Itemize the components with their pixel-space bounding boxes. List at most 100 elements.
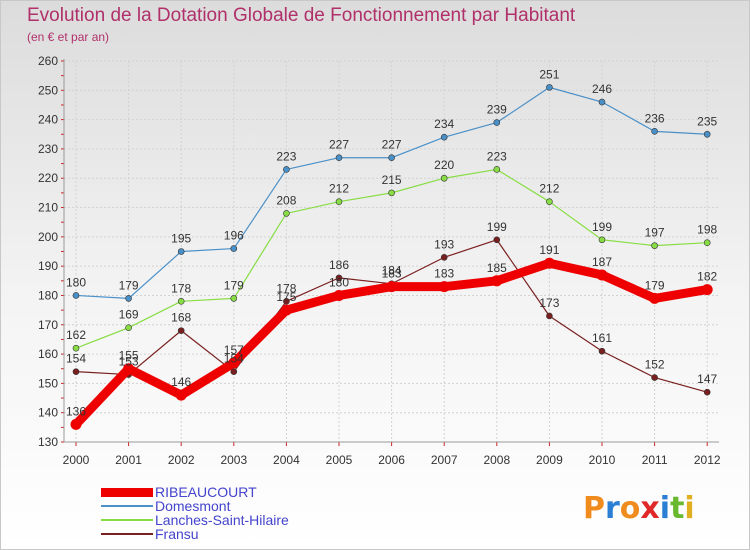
x-tick-label: 2001 <box>115 453 142 467</box>
data-point-domesmont <box>283 166 290 173</box>
data-point-domesmont <box>493 119 501 126</box>
chart-subtitle: (en € et par an) <box>27 30 110 44</box>
logo-letter: x <box>640 491 660 526</box>
legend-swatch <box>101 505 153 507</box>
data-point-domesmont <box>230 245 238 252</box>
data-label-lanches-saint-hilaire: 197 <box>645 226 665 240</box>
data-label-domesmont: 227 <box>382 138 402 152</box>
data-label-fransu: 173 <box>539 296 559 310</box>
data-point-fransu <box>440 254 448 261</box>
y-tick-label: 140 <box>38 406 58 420</box>
data-point-ribeaucourt <box>123 363 135 375</box>
data-point-domesmont <box>335 154 343 162</box>
data-label-domesmont: 180 <box>66 275 86 289</box>
data-point-ribeaucourt <box>386 281 398 293</box>
data-point-ribeaucourt <box>280 304 292 316</box>
data-label-lanches-saint-hilaire: 212 <box>539 182 559 196</box>
legend-swatch <box>101 533 153 535</box>
data-label-ribeaucourt: 191 <box>539 243 559 257</box>
chart-title: Evolution de la Dotation Globale de Fonc… <box>27 5 576 26</box>
data-label-ribeaucourt: 146 <box>171 375 191 389</box>
data-point-domesmont <box>72 292 80 299</box>
x-tick-label: 2010 <box>589 453 616 467</box>
y-tick-label: 150 <box>38 376 58 390</box>
y-tick-label: 250 <box>38 83 58 97</box>
data-label-lanches-saint-hilaire: 178 <box>171 281 191 295</box>
data-label-ribeaucourt: 182 <box>697 270 717 284</box>
data-point-ribeaucourt <box>70 418 82 430</box>
series-layer <box>70 84 713 430</box>
data-label-domesmont: 179 <box>119 278 139 292</box>
y-tick-label: 200 <box>38 230 58 244</box>
y-tick-label: 220 <box>38 171 58 185</box>
data-label-fransu: 154 <box>66 352 86 366</box>
y-tick-label: 190 <box>38 259 58 273</box>
x-tick-label: 2012 <box>694 453 721 467</box>
data-point-lanches-saint-hilaire <box>388 189 395 197</box>
data-point-ribeaucourt <box>649 292 661 304</box>
x-tick-label: 2003 <box>220 453 247 467</box>
data-label-domesmont: 236 <box>645 111 665 125</box>
data-label-domesmont: 251 <box>539 67 559 81</box>
data-label-domesmont: 195 <box>171 232 191 246</box>
data-point-fransu <box>546 312 553 320</box>
data-point-fransu <box>283 298 290 305</box>
data-point-lanches-saint-hilaire <box>703 239 711 247</box>
data-point-lanches-saint-hilaire <box>598 236 606 244</box>
data-label-fransu: 184 <box>382 264 402 278</box>
data-point-lanches-saint-hilaire <box>546 198 553 205</box>
data-label-fransu: 153 <box>119 355 139 369</box>
data-label-domesmont: 239 <box>487 103 507 117</box>
data-label-domesmont: 246 <box>592 82 612 96</box>
data-point-fransu <box>72 368 80 375</box>
data-point-ribeaucourt <box>438 281 450 293</box>
data-label-ribeaucourt: 179 <box>645 278 665 292</box>
data-point-fransu <box>598 347 606 355</box>
data-label-lanches-saint-hilaire: 220 <box>434 158 454 172</box>
data-point-ribeaucourt <box>596 269 608 281</box>
logo-letter: i <box>684 491 695 526</box>
data-label-domesmont: 235 <box>697 114 717 128</box>
data-label-fransu: 199 <box>487 220 507 234</box>
data-label-fransu: 154 <box>224 352 244 366</box>
data-point-lanches-saint-hilaire <box>230 295 238 302</box>
x-tick-label: 2005 <box>326 453 353 467</box>
data-point-ribeaucourt <box>491 275 503 287</box>
data-point-fransu <box>651 374 658 381</box>
logo-letter: r <box>605 491 620 526</box>
data-point-ribeaucourt <box>228 357 240 369</box>
data-label-lanches-saint-hilaire: 169 <box>119 308 139 322</box>
data-label-ribeaucourt: 183 <box>382 267 402 281</box>
data-label-fransu: 161 <box>592 331 612 345</box>
data-point-ribeaucourt <box>175 389 187 401</box>
data-point-lanches-saint-hilaire <box>125 324 132 332</box>
data-label-domesmont: 223 <box>276 149 296 163</box>
x-tick-label: 2006 <box>378 453 405 467</box>
legend-label: Fransu <box>155 526 199 542</box>
data-point-fransu <box>335 274 343 282</box>
data-label-ribeaucourt: 136 <box>66 404 86 418</box>
data-label-fransu: 168 <box>171 311 191 325</box>
data-point-lanches-saint-hilaire <box>335 198 343 205</box>
x-tick-label: 2000 <box>63 453 90 467</box>
data-point-lanches-saint-hilaire <box>72 344 80 352</box>
data-label-domesmont: 234 <box>434 117 454 131</box>
x-tick-label: 2007 <box>431 453 458 467</box>
logo-letter: o <box>619 491 641 526</box>
data-point-domesmont <box>125 295 132 302</box>
x-tick-label: 2011 <box>642 453 668 467</box>
data-label-ribeaucourt: 183 <box>434 267 454 281</box>
proxiti-logo: Proxiti <box>583 491 695 526</box>
data-label-lanches-saint-hilaire: 198 <box>697 223 717 237</box>
data-point-domesmont <box>598 98 606 106</box>
y-tick-label: 230 <box>38 142 58 156</box>
data-point-lanches-saint-hilaire <box>440 174 448 182</box>
data-point-fransu <box>703 388 711 396</box>
data-label-ribeaucourt: 175 <box>276 290 296 304</box>
data-point-ribeaucourt <box>543 257 555 269</box>
y-tick-label: 180 <box>38 288 58 302</box>
axes: 130 140 150 160 170 180 190 200 210 220 230 240 250 2… <box>38 54 721 467</box>
data-label-fransu: 152 <box>645 358 665 372</box>
x-tick-label: 2009 <box>536 453 563 467</box>
